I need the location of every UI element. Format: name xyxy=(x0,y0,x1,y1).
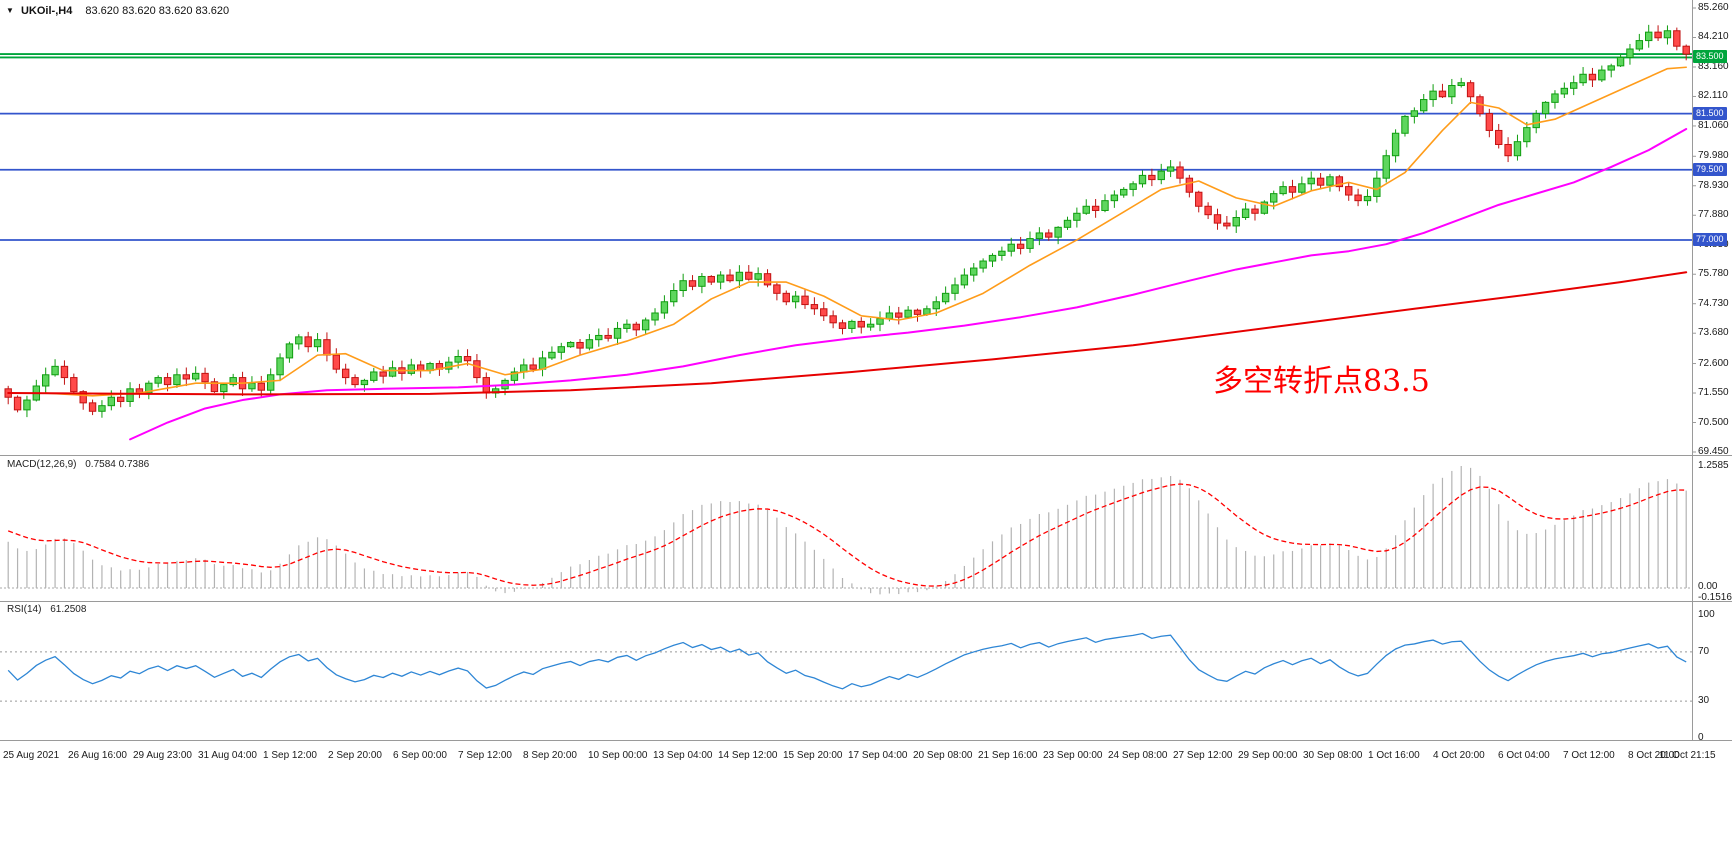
rsi-indicator-label: RSI(14) 61.2508 xyxy=(7,604,86,615)
chart-annotation[interactable]: 多空转折点83.5 xyxy=(1213,364,1430,399)
candles-layer xyxy=(4,24,1690,418)
macd-indicator-label: MACD(12,26,9) 0.7584 0.7386 xyxy=(7,459,149,470)
ma-fast xyxy=(44,66,1687,397)
ohlc-quote: 83.620 83.620 83.620 83.620 xyxy=(85,5,230,17)
macd-name: MACD(12,26,9) xyxy=(7,459,77,470)
macd-layer xyxy=(0,466,1692,595)
moving-averages-layer xyxy=(7,66,1688,441)
rsi-line xyxy=(7,632,1687,690)
macd-values: 0.7584 0.7386 xyxy=(85,459,150,470)
ma-medium xyxy=(129,128,1688,441)
price-lines-layer xyxy=(0,53,1692,241)
ma-slow xyxy=(7,271,1688,396)
rsi-name: RSI(14) xyxy=(7,604,42,615)
chart-title: ▼ UKOil-,H4 83.620 83.620 83.620 83.620 xyxy=(6,5,229,17)
panel-dividers-layer xyxy=(0,0,1732,741)
rsi-layer xyxy=(0,632,1692,702)
collapse-icon[interactable]: ▼ xyxy=(6,6,14,15)
macd-signal-line xyxy=(7,483,1687,587)
rsi-value: 61.2508 xyxy=(50,604,87,615)
symbol-timeframe: UKOil-,H4 xyxy=(20,5,73,17)
